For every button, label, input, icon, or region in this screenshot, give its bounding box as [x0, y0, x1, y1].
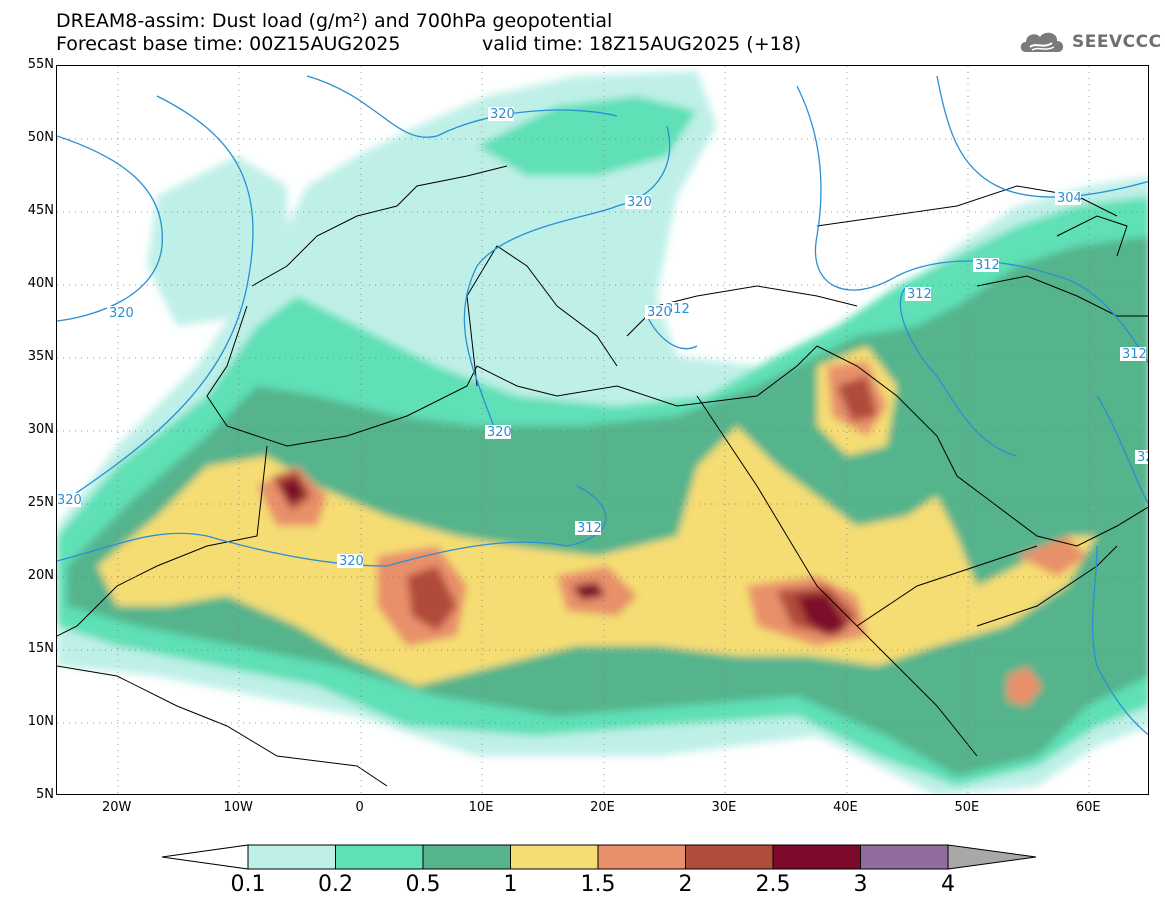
contour-label-bg	[1055, 191, 1081, 205]
colorbar-segment	[247, 844, 336, 870]
lon-label: 30E	[711, 800, 737, 815]
lat-label: 20N	[27, 568, 54, 583]
dust-band-0.1-west	[147, 156, 287, 326]
colorbar-tick-label: 3	[853, 872, 868, 897]
map-title: DREAM8-assim: Dust load (g/m²) and 700hP…	[56, 10, 613, 32]
colorbar-segment	[510, 844, 599, 870]
colorbar-segment	[422, 844, 511, 870]
contour-labels: 3203203203203203123123123123043123203203…	[57, 107, 1149, 569]
colorbar-tick-label: 1	[503, 872, 518, 897]
map-canvas: 3203203203203203123123123123043123203203…	[57, 66, 1149, 794]
lat-label: 40N	[27, 276, 54, 291]
lat-label: 10N	[27, 714, 54, 729]
dust-band-2.5-c	[572, 582, 605, 600]
dust-band-2.0-d	[837, 376, 877, 421]
contour-label: 312	[665, 302, 690, 317]
cloud-logo-icon	[1020, 32, 1064, 52]
contour-label-bg	[1120, 347, 1146, 361]
colorbar-segment	[860, 844, 949, 870]
lat-label: 45N	[27, 203, 54, 218]
contour-label-bg	[645, 305, 671, 319]
contour-label: 320	[339, 554, 364, 569]
colorbar-low-arrow	[161, 844, 249, 870]
dust-band-1.5-f	[1007, 666, 1042, 706]
contour-label-bg	[107, 306, 133, 320]
lat-label: 15N	[27, 641, 54, 656]
seevccc-logo: SEEVCCC	[1018, 28, 1162, 56]
contour-label: 320	[490, 107, 515, 122]
lat-label: 30N	[27, 422, 54, 437]
forecast-times: Forecast base time: 00Z15AUG2025 valid ti…	[56, 33, 801, 55]
lon-label: 20W	[102, 800, 132, 815]
lat-label: 50N	[27, 130, 54, 145]
dust-band-2.0-b	[407, 566, 457, 631]
contour-label: 320	[57, 493, 82, 508]
contour-label-bg	[575, 521, 601, 535]
contour-label: 312	[577, 521, 602, 536]
dust-band-2.5-b	[797, 594, 847, 636]
graticule	[57, 66, 1148, 794]
lon-label: 0	[355, 800, 364, 815]
valid-time: valid time: 18Z15AUG2025 (+18)	[482, 33, 802, 55]
contour-label-bg	[973, 258, 999, 272]
contour-label-bg	[485, 425, 511, 439]
contour-label: 320	[1137, 450, 1149, 465]
lon-label: 10W	[223, 800, 253, 815]
contour-label: 312	[907, 287, 932, 302]
lat-label: 25N	[27, 495, 54, 510]
colorbar-tick-label: 1.5	[580, 872, 616, 897]
forecast-base-time: Forecast base time: 00Z15AUG2025	[56, 33, 401, 55]
colorbar-tick-label: 4	[941, 872, 955, 897]
contour-label-bg	[905, 287, 931, 301]
contour-label: 320	[627, 195, 652, 210]
geopotential-contours	[57, 75, 1148, 736]
dust-band-0.2-north	[477, 96, 697, 176]
lat-label: 35N	[27, 349, 54, 364]
contour-label: 312	[975, 258, 1000, 273]
colorbar-tick-label: 0.5	[405, 872, 441, 897]
colorbar-tick-label: 0.1	[230, 872, 266, 897]
colorbar-segment	[597, 844, 686, 870]
lon-label: 10E	[468, 800, 494, 815]
dust-band-1.5-g	[1017, 536, 1087, 576]
lat-label: 5N	[36, 787, 54, 802]
lon-label: 50E	[954, 800, 980, 815]
lon-label: 40E	[832, 800, 858, 815]
colorbar-segment	[335, 844, 424, 870]
colorbar-high-arrow	[947, 844, 1037, 870]
colorbar-segment	[772, 844, 861, 870]
dust-load-map: 3203203203203203123123123123043123203203…	[56, 65, 1149, 795]
logo-text: SEEVCCC	[1072, 32, 1162, 52]
contour-label-bg	[625, 195, 651, 209]
contour-label: 312	[1122, 347, 1147, 362]
contour-label: 320	[109, 306, 134, 321]
colorbar-tick-label: 2.5	[755, 872, 791, 897]
lat-label: 55N	[27, 57, 54, 72]
dust-band-2.5-a	[279, 478, 305, 504]
lon-label: 60E	[1075, 800, 1101, 815]
colorbar	[161, 844, 1037, 870]
contour-label-bg	[57, 493, 81, 507]
colorbar-tick-label: 2	[678, 872, 693, 897]
contour-label-bg	[1135, 450, 1148, 464]
colorbar-tick-label: 0.2	[318, 872, 353, 897]
contour-label: 320	[487, 425, 512, 440]
lon-label: 20E	[590, 800, 615, 815]
contour-label: 320	[647, 305, 672, 320]
contour-label-bg	[337, 554, 363, 568]
contour-label: 304	[1057, 191, 1082, 206]
colorbar-segment	[685, 844, 774, 870]
contour-label-bg	[488, 107, 514, 121]
